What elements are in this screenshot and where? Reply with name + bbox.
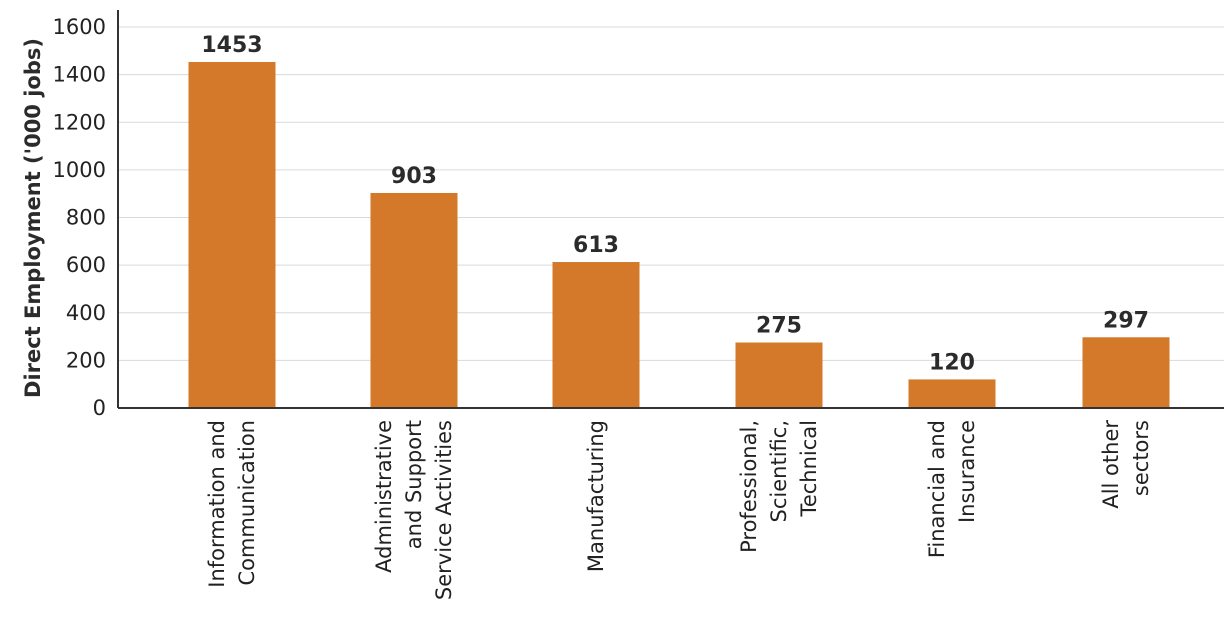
x-tick-label-line: Manufacturing — [584, 420, 608, 572]
data-label: 120 — [929, 350, 975, 375]
data-label: 1453 — [201, 33, 262, 58]
bar-1 — [370, 192, 458, 408]
x-tick-label-2: Manufacturing — [584, 420, 608, 572]
y-tick-label: 0 — [93, 396, 106, 420]
bar-0 — [188, 62, 276, 409]
x-axis-category-labels: Information and Communication Administrati… — [205, 420, 1153, 600]
x-tick-label-4: Financial and Insurance — [925, 420, 979, 558]
data-label: 903 — [391, 164, 437, 189]
y-axis-title: Direct Employment ('000 jobs) — [21, 38, 45, 398]
y-tick-label: 1200 — [53, 110, 106, 134]
x-tick-label-line: Financial and — [925, 420, 949, 558]
x-tick-label-line: and Support — [402, 420, 426, 549]
data-label: 275 — [756, 314, 802, 339]
y-tick-label: 200 — [66, 348, 106, 372]
x-tick-label-3: Professional, Scientific, Technical — [737, 420, 821, 553]
x-tick-label-line: All other — [1099, 420, 1123, 509]
x-tick-label-line: Scientific, — [767, 420, 791, 522]
x-tick-label-line: Communication — [235, 420, 259, 586]
x-tick-label-5: All other sectors — [1099, 420, 1153, 509]
x-tick-label-line: Service Activities — [432, 420, 456, 600]
x-tick-label-line: Information and — [205, 420, 229, 588]
x-tick-label-line: Technical — [797, 420, 821, 517]
x-tick-label-1: Administrative and Support Service Activit… — [372, 420, 456, 600]
y-tick-label: 600 — [66, 253, 106, 277]
y-tick-label: 800 — [66, 206, 106, 230]
data-label: 297 — [1103, 308, 1149, 333]
bar-4 — [908, 379, 996, 408]
y-tick-label: 1600 — [53, 15, 106, 39]
bar-2 — [552, 262, 640, 408]
y-tick-label: 1400 — [53, 63, 106, 87]
y-tick-label: 1000 — [53, 158, 106, 182]
x-tick-label-line: Administrative — [372, 420, 396, 573]
data-label: 613 — [573, 233, 619, 258]
y-tick-label: 400 — [66, 301, 106, 325]
bar-5 — [1082, 337, 1170, 408]
bars — [188, 62, 1170, 409]
bar-3 — [735, 342, 823, 408]
gridlines — [118, 26, 1224, 361]
x-tick-label-line: Professional, — [737, 420, 761, 553]
y-axis-ticks: 0 200 400 600 800 1000 1200 1400 1600 — [53, 15, 106, 420]
x-tick-label-0: Information and Communication — [205, 420, 259, 588]
value-labels: 1453 903 613 275 120 297 — [201, 33, 1149, 375]
x-tick-label-line: sectors — [1129, 420, 1153, 496]
x-tick-label-line: Insurance — [955, 420, 979, 523]
